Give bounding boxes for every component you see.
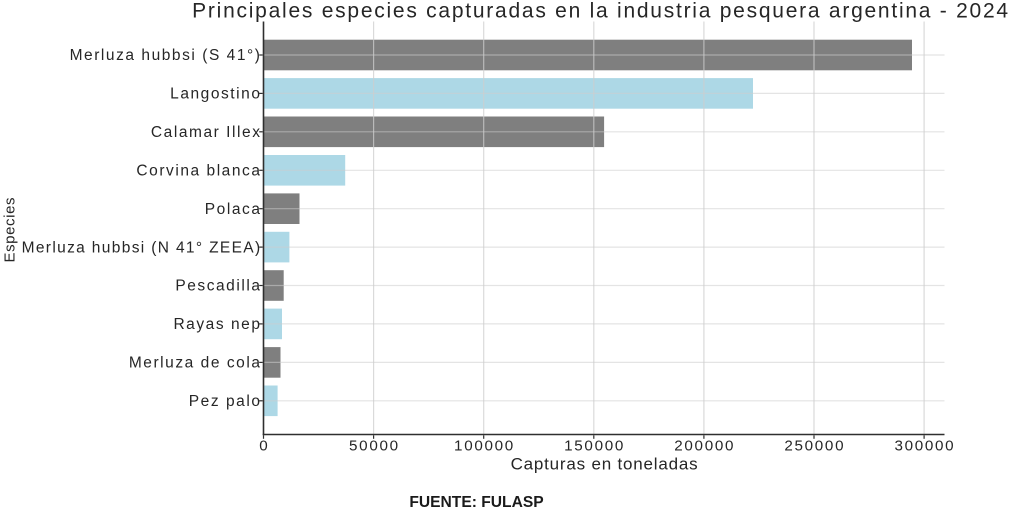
- svg-text:Pez palo: Pez palo: [189, 393, 262, 410]
- svg-text:Principales especies capturada: Principales especies capturadas en la in…: [192, 0, 1009, 23]
- svg-text:100000: 100000: [454, 438, 515, 455]
- svg-text:Rayas nep: Rayas nep: [173, 316, 261, 333]
- svg-text:Calamar Illex: Calamar Illex: [151, 124, 262, 141]
- svg-text:Pescadilla: Pescadilla: [175, 278, 261, 295]
- svg-text:Corvina blanca: Corvina blanca: [136, 163, 261, 180]
- svg-text:200000: 200000: [674, 438, 735, 455]
- svg-text:Merluza de cola: Merluza de cola: [129, 355, 262, 372]
- svg-text:Polaca: Polaca: [205, 201, 262, 218]
- svg-text:Merluza hubbsi (S 41°): Merluza hubbsi (S 41°): [70, 47, 262, 64]
- svg-text:Merluza hubbsi (N 41° ZEEA): Merluza hubbsi (N 41° ZEEA): [22, 239, 262, 256]
- svg-text:0: 0: [259, 438, 269, 455]
- svg-text:250000: 250000: [784, 438, 845, 455]
- svg-text:150000: 150000: [564, 438, 625, 455]
- svg-text:300000: 300000: [894, 438, 955, 455]
- svg-text:FUENTE: FULASP: FUENTE: FULASP: [409, 494, 543, 508]
- svg-text:Capturas en toneladas: Capturas en toneladas: [511, 455, 699, 474]
- svg-text:50000: 50000: [349, 438, 400, 455]
- svg-text:Especies: Especies: [2, 197, 19, 263]
- svg-text:Langostino: Langostino: [170, 86, 261, 103]
